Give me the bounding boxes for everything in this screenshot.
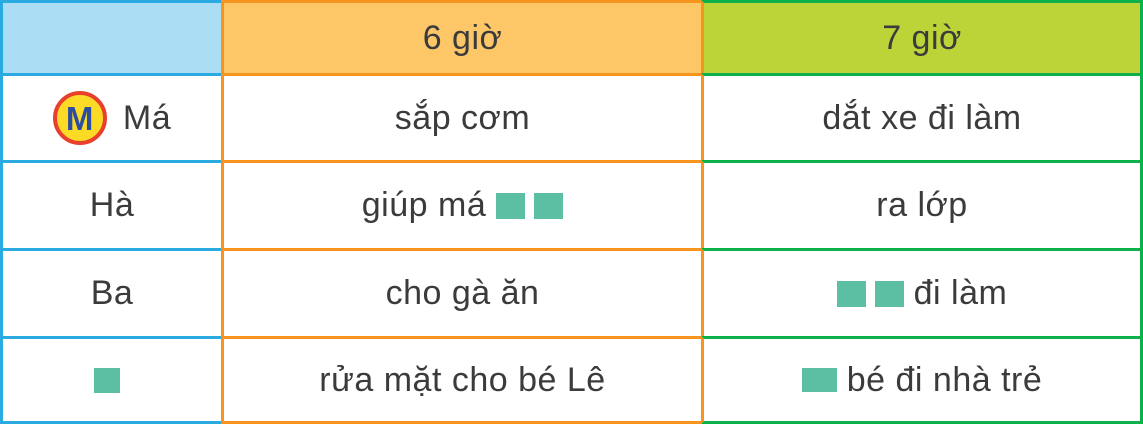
m-badge-icon: M bbox=[52, 91, 107, 145]
header-cell-7h: 7 giờ bbox=[701, 0, 1143, 73]
row-ha-6h-cell: giúp má bbox=[221, 160, 701, 248]
row-ha-7h-cell: ra lớp bbox=[701, 160, 1143, 248]
placeholder-square-pair bbox=[496, 192, 564, 219]
row-4-6h-cell: rửa mặt cho bé Lê bbox=[221, 336, 701, 424]
teal-square-icon bbox=[801, 368, 837, 392]
row-ma-7h-cell: dắt xe đi làm bbox=[701, 73, 1143, 160]
header-7h-label: 7 giờ bbox=[882, 18, 962, 57]
m-badge-letter: M bbox=[65, 99, 94, 137]
teal-square-icon bbox=[874, 280, 904, 307]
header-cell-6h: 6 giờ bbox=[221, 0, 701, 73]
row-4-6h-text: rửa mặt cho bé Lê bbox=[319, 360, 606, 399]
row-ha-name-cell: Hà bbox=[0, 160, 221, 248]
row-ma-name: Má bbox=[122, 98, 172, 137]
row-ma-6h-text: sắp cơm bbox=[394, 98, 531, 137]
row-ba-7h-cell: đi làm bbox=[701, 248, 1143, 336]
row-ba-name: Ba bbox=[90, 274, 134, 312]
row-ba-6h-text: cho gà ăn bbox=[385, 274, 540, 312]
teal-square-icon bbox=[534, 192, 564, 219]
header-cell-corner bbox=[0, 0, 221, 73]
row-ba-7h-text: đi làm bbox=[913, 274, 1008, 312]
row-ha-6h-text: giúp má bbox=[361, 186, 487, 224]
row-ha-name: Hà bbox=[89, 186, 135, 224]
row-ba-name-cell: Ba bbox=[0, 248, 221, 336]
row-ma-7h-text: dắt xe đi làm bbox=[822, 98, 1022, 137]
row-4-7h-cell: bé đi nhà trẻ bbox=[701, 336, 1143, 424]
row-4-name-cell bbox=[0, 336, 221, 424]
teal-square-icon bbox=[496, 192, 526, 219]
teal-square-icon bbox=[94, 367, 120, 393]
row-ba-6h-cell: cho gà ăn bbox=[221, 248, 701, 336]
row-ma-name-cell: M Má bbox=[0, 73, 221, 160]
teal-square-icon bbox=[836, 280, 866, 307]
row-ha-7h-text: ra lớp bbox=[876, 186, 968, 224]
placeholder-square-pair bbox=[836, 280, 904, 307]
header-6h-label: 6 giờ bbox=[422, 18, 503, 57]
row-ma-6h-cell: sắp cơm bbox=[221, 73, 701, 160]
row-4-7h-text: bé đi nhà trẻ bbox=[846, 360, 1043, 399]
